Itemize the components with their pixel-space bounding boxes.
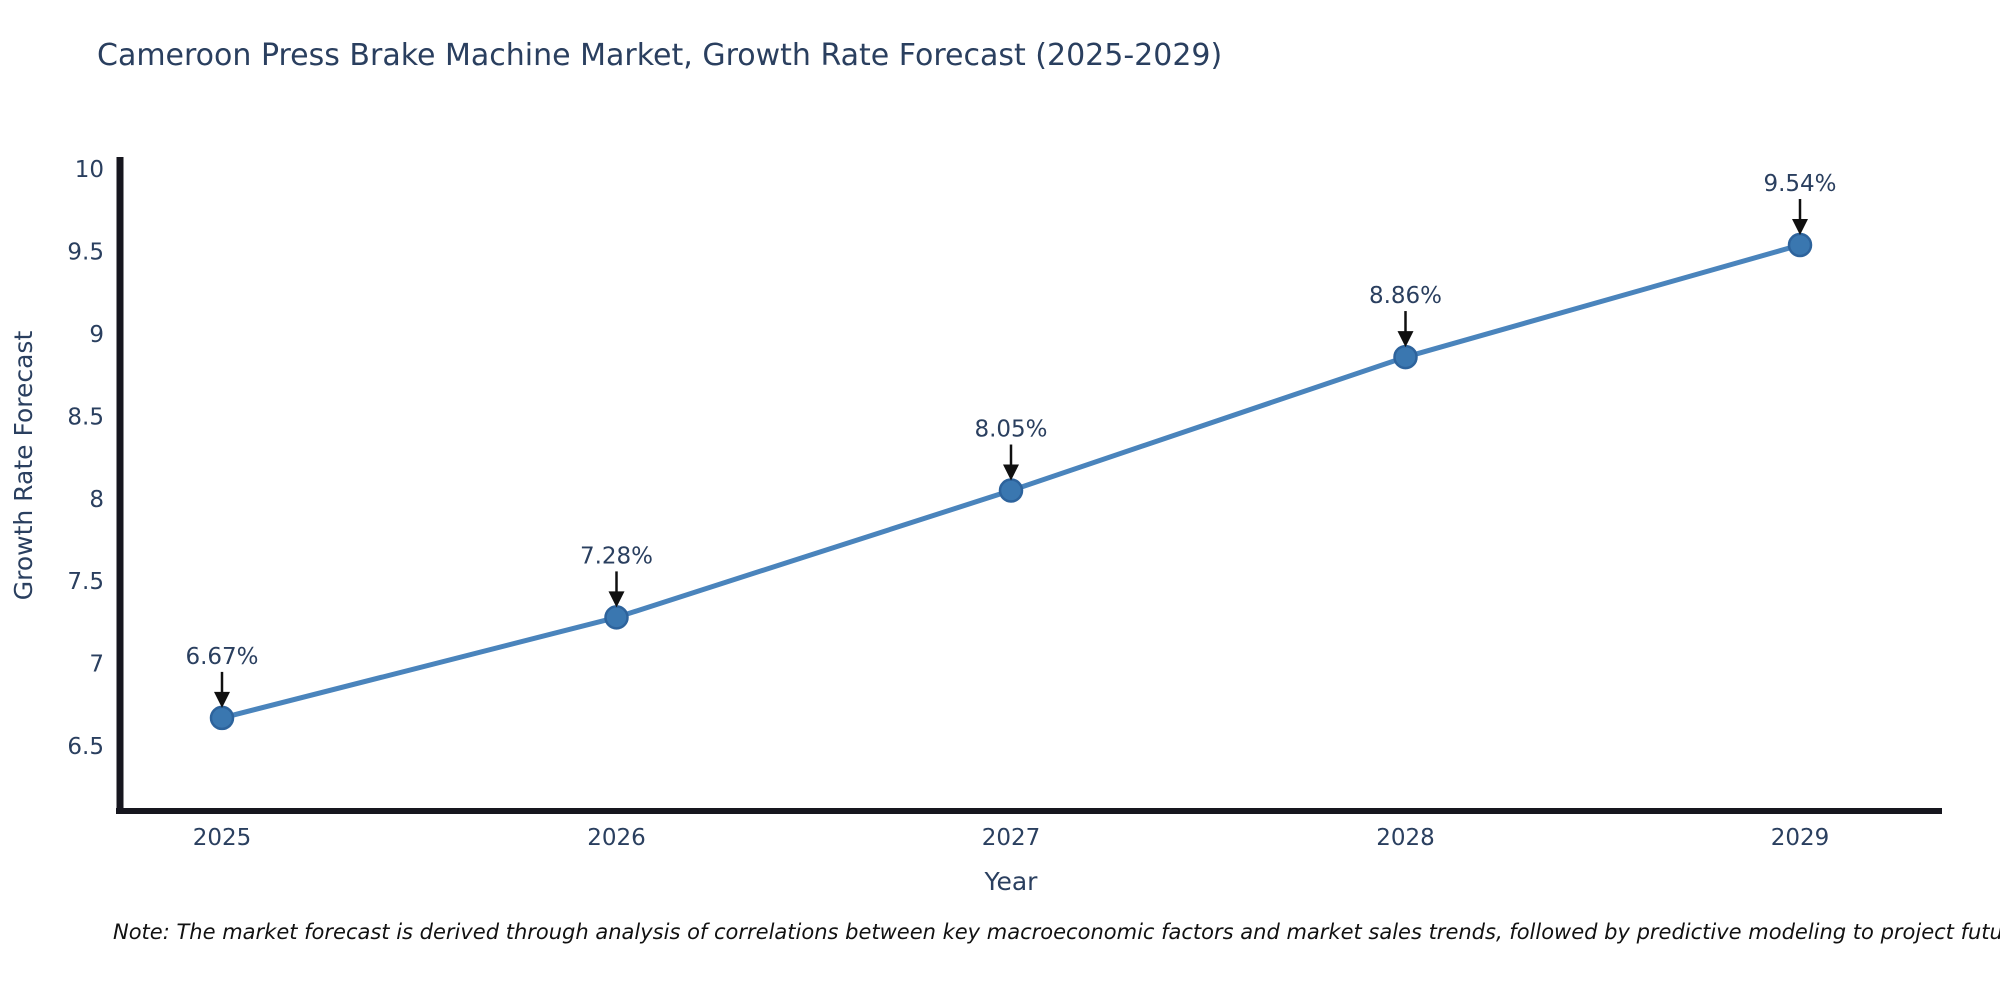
- data-point-marker: [998, 478, 1024, 503]
- point-annotation: 9.54%: [1763, 171, 1836, 197]
- annotation-arrowhead: [1792, 219, 1808, 236]
- data-point-marker: [209, 705, 235, 731]
- x-axis-label: Year: [984, 867, 1039, 896]
- point-annotation: 8.05%: [974, 417, 1047, 443]
- data-point-marker: [1787, 232, 1813, 258]
- annotation-arrowhead: [1397, 331, 1414, 348]
- annotation-arrowhead: [1003, 464, 1019, 481]
- point-annotation: 7.28%: [580, 543, 653, 569]
- y-tick-label: 9: [89, 322, 104, 348]
- x-tick-label: 2027: [982, 825, 1041, 851]
- data-point-marker: [604, 605, 629, 630]
- x-tick-label: 2026: [587, 825, 646, 851]
- point-annotation: 6.67%: [185, 644, 258, 670]
- x-tick-label: 2028: [1376, 825, 1435, 851]
- chart-title: Cameroon Press Brake Machine Market, Gro…: [97, 38, 1223, 73]
- y-tick-label: 8.5: [67, 404, 104, 430]
- y-tick-label: 7.5: [67, 569, 104, 595]
- annotation-arrowhead: [214, 691, 230, 708]
- y-tick-label: 6.5: [67, 734, 104, 760]
- y-tick-label: 8: [89, 487, 104, 513]
- x-tick-label: 2025: [193, 825, 252, 851]
- x-tick-label: 2029: [1771, 825, 1830, 851]
- footnote: Note: The market forecast is derived thr…: [113, 920, 2000, 944]
- data-point-marker: [1393, 344, 1418, 370]
- y-tick-label: 9.5: [67, 240, 104, 266]
- y-axis-label: Growth Rate Forecast: [9, 331, 38, 601]
- point-annotation: 8.86%: [1369, 283, 1442, 309]
- annotation-arrowhead: [608, 591, 625, 608]
- y-tick-label: 7: [89, 652, 104, 678]
- y-tick-label: 10: [75, 157, 104, 183]
